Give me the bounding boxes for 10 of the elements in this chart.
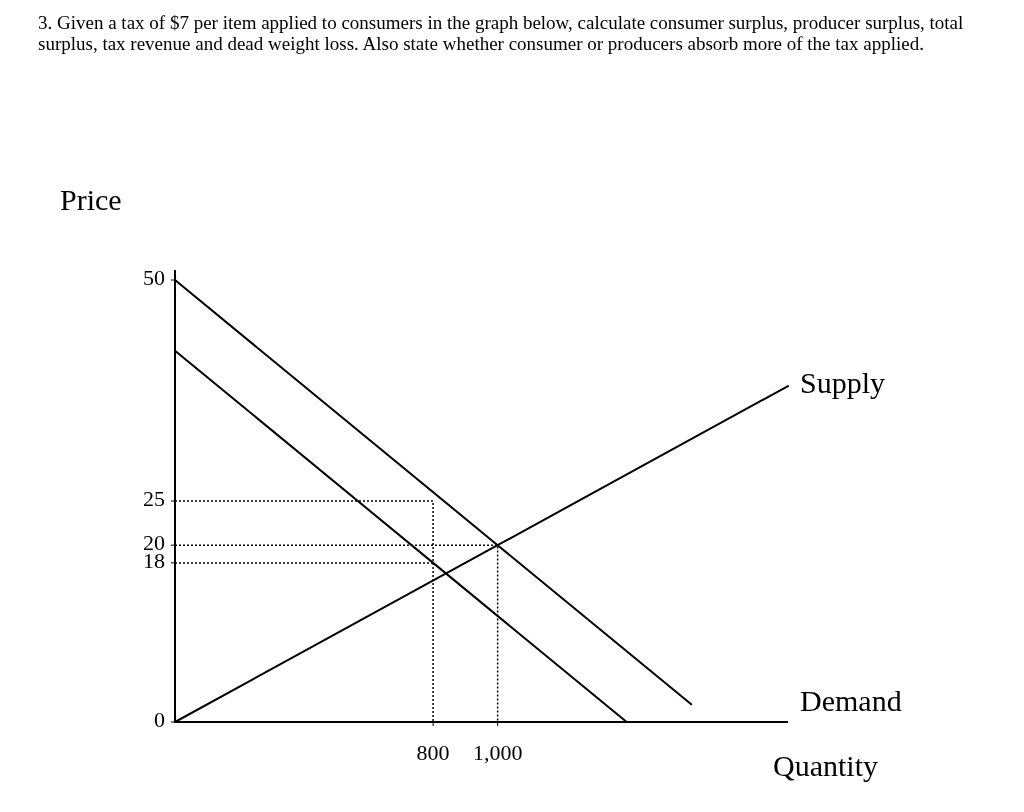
y-tick-label: 25 bbox=[143, 486, 165, 512]
x-axis-title: Quantity bbox=[773, 749, 878, 782]
text: Demand bbox=[800, 684, 902, 718]
y-tick-label: 0 bbox=[154, 707, 165, 733]
x-tick-label: 800 bbox=[416, 740, 450, 765]
y-axis-title: Price bbox=[60, 183, 122, 216]
x-tick-label: 1,000 bbox=[472, 740, 523, 765]
series-label: Supply bbox=[800, 365, 886, 399]
chart-title: 3. Given a tax of $7 per item applied to consumers in the graph below, calculate consumer surplus, producer surplus, total surplus, tax revenue and dead weight loss. Also state whether consumer or producers absorb more of the tax applied. bbox=[38, 12, 964, 54]
y-tick-label: 50 bbox=[143, 265, 165, 291]
